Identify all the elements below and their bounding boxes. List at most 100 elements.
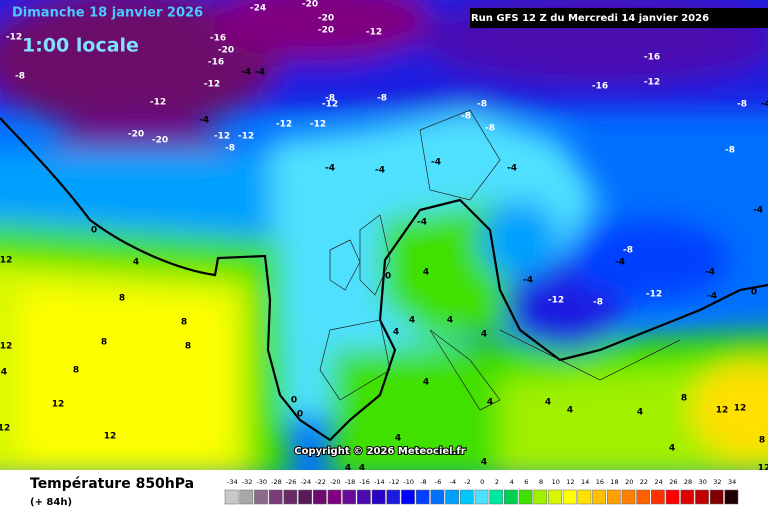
- colorbar-label: 8: [539, 478, 543, 486]
- contour-label: 12: [0, 342, 12, 352]
- contour-label: 8: [101, 338, 107, 348]
- colorbar-label: -10: [403, 478, 414, 486]
- colorbar-swatch: [518, 489, 533, 505]
- contour-label: 4: [393, 328, 399, 338]
- colorbar-label: 34: [728, 478, 736, 486]
- contour-label: -4: [615, 258, 625, 268]
- contour-label: -20: [128, 130, 144, 140]
- contour-label: 8: [181, 318, 187, 328]
- contour-label: -24: [250, 4, 266, 14]
- colorbar-label: 4: [510, 478, 514, 486]
- colorbar-swatch: [548, 489, 562, 505]
- colorbar-swatch: [298, 489, 312, 505]
- contour-label: -12: [6, 33, 22, 43]
- colorbar-swatch: [474, 489, 489, 505]
- contour-label: 8: [119, 294, 125, 304]
- contour-label: -16: [644, 53, 660, 63]
- contour-label: 0: [297, 410, 303, 420]
- copyright: Copyright © 2026 Meteociel.fr: [294, 446, 465, 457]
- colorbar-label: -34: [227, 478, 238, 486]
- colorbar-label: 2: [495, 478, 499, 486]
- contour-label: -4: [375, 166, 385, 176]
- contour-label: -8: [377, 94, 387, 104]
- colorbar-swatch: [445, 489, 459, 505]
- contour-label: -12: [646, 290, 662, 300]
- contour-label: -8: [225, 144, 235, 154]
- contour-label: 0: [751, 288, 757, 298]
- colorbar-label: -20: [330, 478, 341, 486]
- colorbar-label: 20: [625, 478, 633, 486]
- colorbar-label: -18: [345, 478, 356, 486]
- contour-label: -8: [485, 124, 495, 134]
- contour-label: -4: [417, 218, 427, 228]
- colorbar-label: -14: [374, 478, 385, 486]
- run-box: [470, 8, 768, 28]
- colorbar-swatch: [695, 489, 709, 505]
- colorbar-swatch: [504, 489, 518, 505]
- colorbar-swatch: [489, 489, 504, 505]
- contour-label: 4: [545, 398, 551, 408]
- contour-label: -4: [199, 116, 209, 126]
- title: Dimanche 18 janvier 2026: [12, 6, 203, 21]
- colorbar-label: 0: [480, 478, 484, 486]
- contour-label: -12: [204, 80, 220, 90]
- contour-label: 8: [681, 394, 687, 404]
- contour-label: -4: [255, 68, 265, 78]
- colorbar-label: 14: [581, 478, 589, 486]
- contour-label: -12: [150, 98, 166, 108]
- colorbar-label: -8: [420, 478, 426, 486]
- contour-label: -8: [725, 146, 735, 156]
- colorbar-label: 18: [610, 478, 618, 486]
- contour-label: 4: [133, 258, 139, 268]
- contour-label: -4: [241, 68, 251, 78]
- contour-label: 0: [385, 272, 391, 282]
- temperature-field: -12-8-16-20-24 -20-20-20 -12-16-4 -4-12-12-…: [0, 0, 768, 470]
- colorbar-swatch: [357, 489, 371, 505]
- contour-label: -20: [318, 14, 334, 24]
- contour-label: -8: [461, 112, 471, 122]
- contour-label: 4: [423, 268, 429, 278]
- colorbar-swatch: [312, 489, 327, 505]
- colorbar-label: 10: [552, 478, 560, 486]
- contour-label: 4: [409, 316, 415, 326]
- colorbar-label: 22: [640, 478, 648, 486]
- colorbar-label: -2: [464, 478, 470, 486]
- contour-label: -16: [592, 82, 608, 92]
- colorbar-swatch: [342, 489, 357, 505]
- colorbar-swatch: [680, 489, 695, 505]
- colorbar-label: -4: [450, 478, 456, 486]
- contour-label: -4: [761, 100, 768, 110]
- colorbar: -34 -32 -30 -28 -26 -24 -22 -20 -18 -16 -14 -12 -10-…: [224, 478, 739, 505]
- contour-label: -4: [431, 158, 441, 168]
- colorbar-swatch: [386, 489, 401, 505]
- contour-label: -8: [737, 100, 747, 110]
- run-label: Run GFS 12 Z du Mercredi 14 janvier 2026: [471, 13, 709, 24]
- colorbar-swatch: [665, 489, 680, 505]
- colorbar-label: 28: [684, 478, 692, 486]
- contour-label: -4: [705, 268, 715, 278]
- subtitle: 1:00 locale: [22, 35, 139, 57]
- colorbar-swatch: [327, 489, 342, 505]
- contour-label: -20: [302, 0, 318, 10]
- contour-label: -4: [325, 164, 335, 174]
- colorbar-swatch: [430, 489, 445, 505]
- contour-label: 12: [0, 256, 12, 266]
- colorbar-swatch: [606, 489, 621, 505]
- contour-label: -8: [623, 246, 633, 256]
- colorbar-label: -6: [435, 478, 441, 486]
- colorbar-swatch: [636, 489, 651, 505]
- contour-label: -12: [366, 28, 382, 38]
- colorbar-swatch: [592, 489, 606, 505]
- contour-label: -12: [322, 100, 338, 110]
- contour-label: 0: [91, 226, 97, 236]
- contour-label: -12: [276, 120, 292, 130]
- contour-label: -4: [753, 206, 763, 216]
- colorbar-swatch: [459, 489, 474, 505]
- colorbar-label: 32: [713, 478, 721, 486]
- colorbar-swatch: [224, 489, 239, 505]
- contour-label: -20: [318, 26, 334, 36]
- colorbar-swatch: [724, 489, 739, 505]
- colorbar-swatch: [562, 489, 577, 505]
- contour-label: -16: [208, 58, 224, 68]
- contour-label: -12: [644, 78, 660, 88]
